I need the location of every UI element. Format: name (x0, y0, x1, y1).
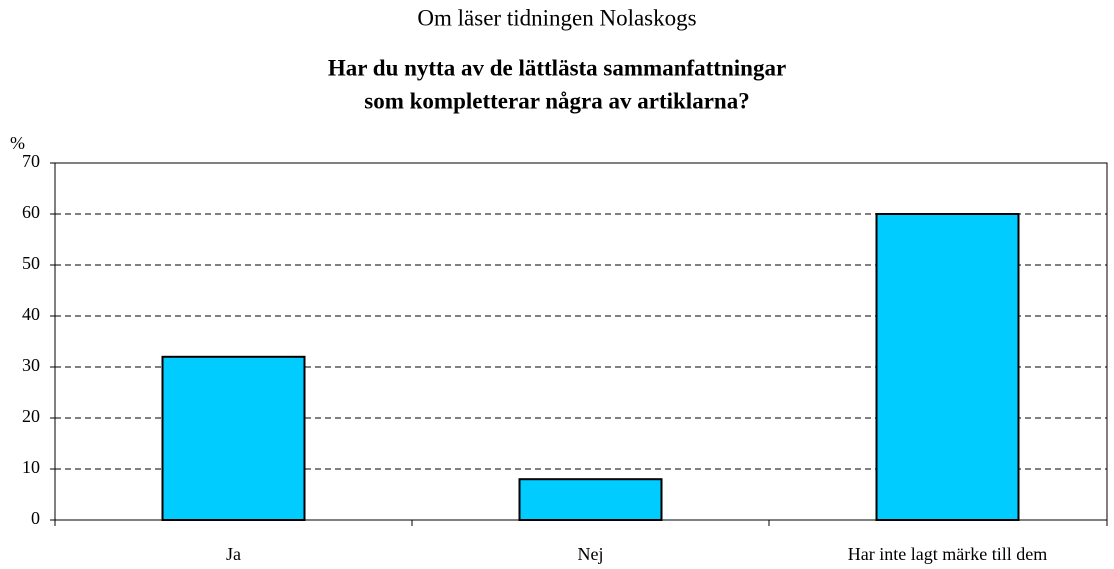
y-tick-label: 40 (22, 304, 40, 324)
chart-subtitle: som kompletterar några av artiklarna? (364, 88, 749, 113)
y-tick-label: 10 (22, 457, 40, 477)
bar (875, 213, 1020, 521)
chart-title: Om läser tidningen Nolaskogs (417, 5, 696, 30)
y-tick-label: 70 (22, 151, 40, 171)
y-axis-label: % (10, 133, 25, 153)
y-tick-label: 50 (22, 253, 40, 273)
bar (161, 355, 306, 521)
y-tick-label: 0 (31, 508, 40, 528)
y-tick-label: 30 (22, 355, 40, 375)
x-tick-label: Ja (226, 544, 241, 564)
x-tick-label: Nej (578, 544, 604, 564)
y-tick-label: 60 (22, 202, 40, 222)
chart-subtitle: Har du nytta av de lättlästa sammanfattn… (328, 55, 786, 80)
x-tick-label: Har inte lagt märke till dem (848, 544, 1047, 564)
bar (518, 478, 663, 522)
y-tick-label: 20 (22, 406, 40, 426)
